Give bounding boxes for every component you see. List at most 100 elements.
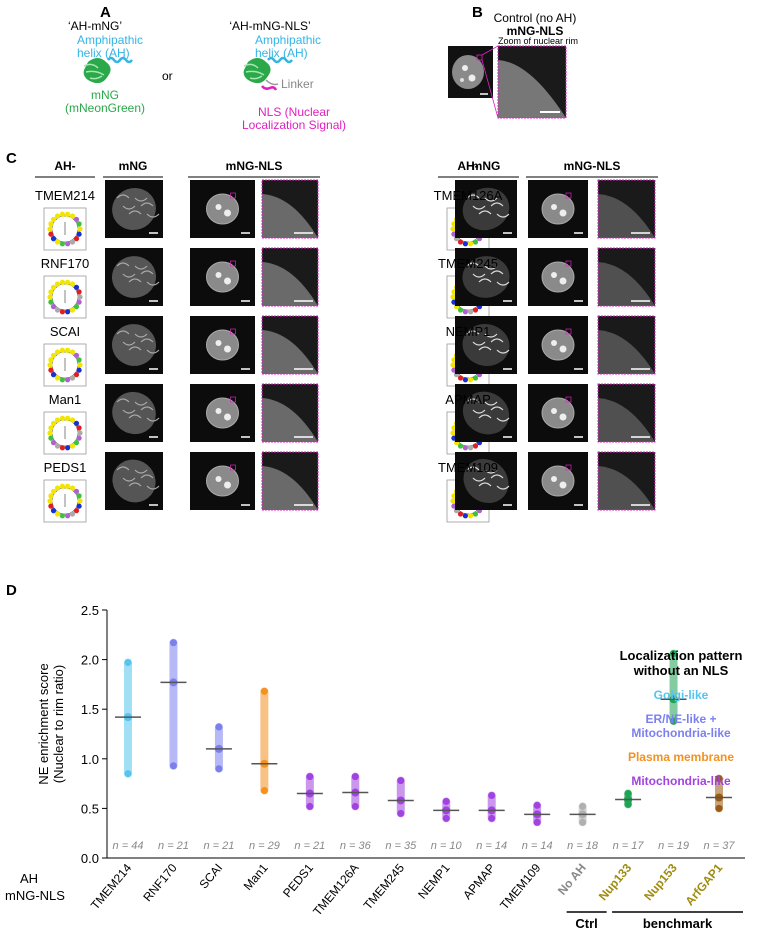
column-header: mNG-NLS	[563, 159, 621, 173]
wheel-residue	[50, 352, 57, 358]
max-point	[670, 650, 678, 658]
legend-entry: Mitochondria-like	[631, 774, 731, 788]
wheel-residue	[65, 483, 71, 489]
nucleolus	[224, 345, 231, 353]
cell	[112, 391, 156, 435]
min-point	[351, 802, 359, 810]
y-tick-label: 0.0	[81, 851, 99, 866]
max-point	[124, 659, 132, 667]
wheel-residue	[73, 372, 80, 378]
wheel-residue	[472, 239, 479, 245]
wheel-residue	[468, 445, 474, 451]
wheel-residue	[59, 279, 65, 285]
organelle	[496, 349, 510, 354]
wheel-residue	[48, 493, 54, 499]
column-header: AH-	[457, 159, 479, 173]
panel-c-images	[43, 179, 656, 523]
nucleolus	[215, 408, 222, 414]
wheel-residue	[59, 309, 65, 315]
nucleolus	[224, 277, 231, 285]
organelle	[146, 417, 160, 422]
max-point	[351, 773, 359, 781]
wheel-residue	[50, 372, 57, 378]
n-label: n = 35	[385, 840, 417, 852]
wheel-residue	[77, 498, 83, 504]
wheel-residue	[50, 216, 57, 222]
organelle	[116, 466, 130, 471]
organelle	[484, 197, 498, 202]
mng-label: mNG (mNeonGreen)	[65, 88, 146, 115]
row-label: PEDS1	[43, 460, 87, 475]
cell	[111, 256, 157, 298]
n-label: n = 10	[431, 840, 463, 852]
wheel-residue	[468, 309, 474, 315]
nuclear-rim	[262, 194, 318, 238]
organelle	[134, 265, 148, 270]
organelle	[128, 210, 142, 215]
x-tick-label: APMAP	[460, 861, 498, 902]
organelle	[472, 205, 486, 210]
organelle	[134, 469, 148, 474]
organelle	[472, 477, 486, 482]
wheel-residue	[47, 294, 53, 300]
legend: Localization pattern without an NLS Golgi-…	[598, 648, 764, 788]
panel-label: D	[6, 582, 17, 599]
nucleolus	[551, 340, 557, 346]
group-label: benchmark	[643, 916, 713, 931]
wheel-residue	[69, 281, 76, 287]
organelle	[122, 409, 136, 414]
wheel-residue	[73, 488, 80, 494]
min-point	[397, 809, 405, 817]
linker-label: Linker	[281, 77, 314, 91]
wheel-residue	[77, 226, 83, 232]
organelle	[466, 262, 480, 267]
organelle	[478, 210, 492, 215]
nucleolus	[559, 277, 567, 285]
wheel-residue	[73, 508, 80, 514]
organelle	[484, 401, 498, 406]
wheel-residue	[69, 213, 76, 219]
nucleolus	[551, 272, 557, 278]
x-tick-label: NEMP1	[415, 861, 453, 902]
wheel-residue	[73, 420, 80, 426]
max-point	[260, 687, 268, 695]
wheel-residue	[76, 289, 82, 295]
organelle	[472, 341, 486, 346]
nuclear-rim	[262, 398, 318, 442]
wheel-residue	[73, 304, 80, 310]
min-point	[215, 765, 223, 773]
nucleus	[452, 55, 484, 89]
wheel-residue	[50, 508, 57, 514]
max-point	[442, 797, 450, 805]
wheel-residue	[54, 239, 61, 245]
wheel-residue	[65, 377, 71, 383]
zoom-border	[261, 451, 319, 511]
wheel-residue	[73, 440, 80, 446]
wheel-residue	[50, 440, 57, 446]
zoom-box	[230, 328, 236, 335]
wheel-residue	[69, 443, 76, 449]
wheel-residue	[47, 430, 53, 436]
nuclear-rim	[598, 466, 655, 510]
zoom-box	[565, 328, 572, 335]
legend-title: without an NLS	[633, 663, 729, 678]
wheel-residue	[47, 498, 53, 504]
nucleolus	[224, 481, 231, 489]
row-label: Man1	[48, 392, 82, 407]
wheel-residue	[54, 281, 61, 287]
max-point	[306, 773, 314, 781]
legend-entry: ER/NE-like + Mitochondria-like	[631, 712, 731, 740]
organelle	[140, 270, 154, 275]
organelle	[134, 333, 148, 338]
organelle	[128, 278, 142, 283]
wheel-residue	[48, 299, 54, 305]
n-label: n = 21	[158, 840, 189, 852]
column-header: mNG	[118, 159, 148, 173]
column-header: mNG-NLS	[225, 159, 283, 173]
wheel-residue	[472, 375, 479, 381]
wheel-residue	[50, 488, 57, 494]
row-label: APMAP	[445, 392, 491, 407]
wheel-residue	[457, 239, 464, 245]
zoom-box	[230, 464, 236, 471]
